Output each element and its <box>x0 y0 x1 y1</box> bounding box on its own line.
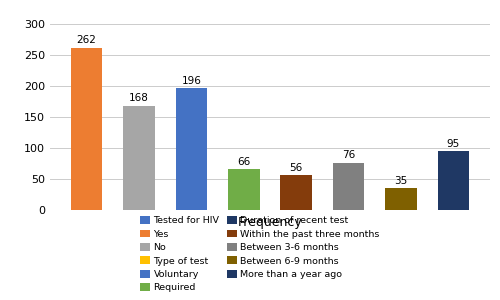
Text: 262: 262 <box>76 35 96 45</box>
Bar <box>124 106 155 210</box>
X-axis label: Frequency: Frequency <box>238 216 302 229</box>
Bar <box>280 175 312 210</box>
Bar <box>385 188 416 210</box>
Text: 196: 196 <box>182 76 202 86</box>
Bar <box>438 151 469 210</box>
Text: 95: 95 <box>446 139 460 148</box>
Text: 168: 168 <box>129 93 149 103</box>
Bar <box>228 169 260 210</box>
Text: 76: 76 <box>342 150 355 161</box>
Bar <box>333 163 364 210</box>
Legend: Tested for HIV, Yes, No, Type of test, Voluntary, Required, Duration of recent t: Tested for HIV, Yes, No, Type of test, V… <box>138 213 382 295</box>
Bar <box>71 48 102 210</box>
Bar <box>176 88 207 210</box>
Text: 66: 66 <box>237 157 250 166</box>
Text: 35: 35 <box>394 176 407 186</box>
Text: 56: 56 <box>290 163 303 173</box>
